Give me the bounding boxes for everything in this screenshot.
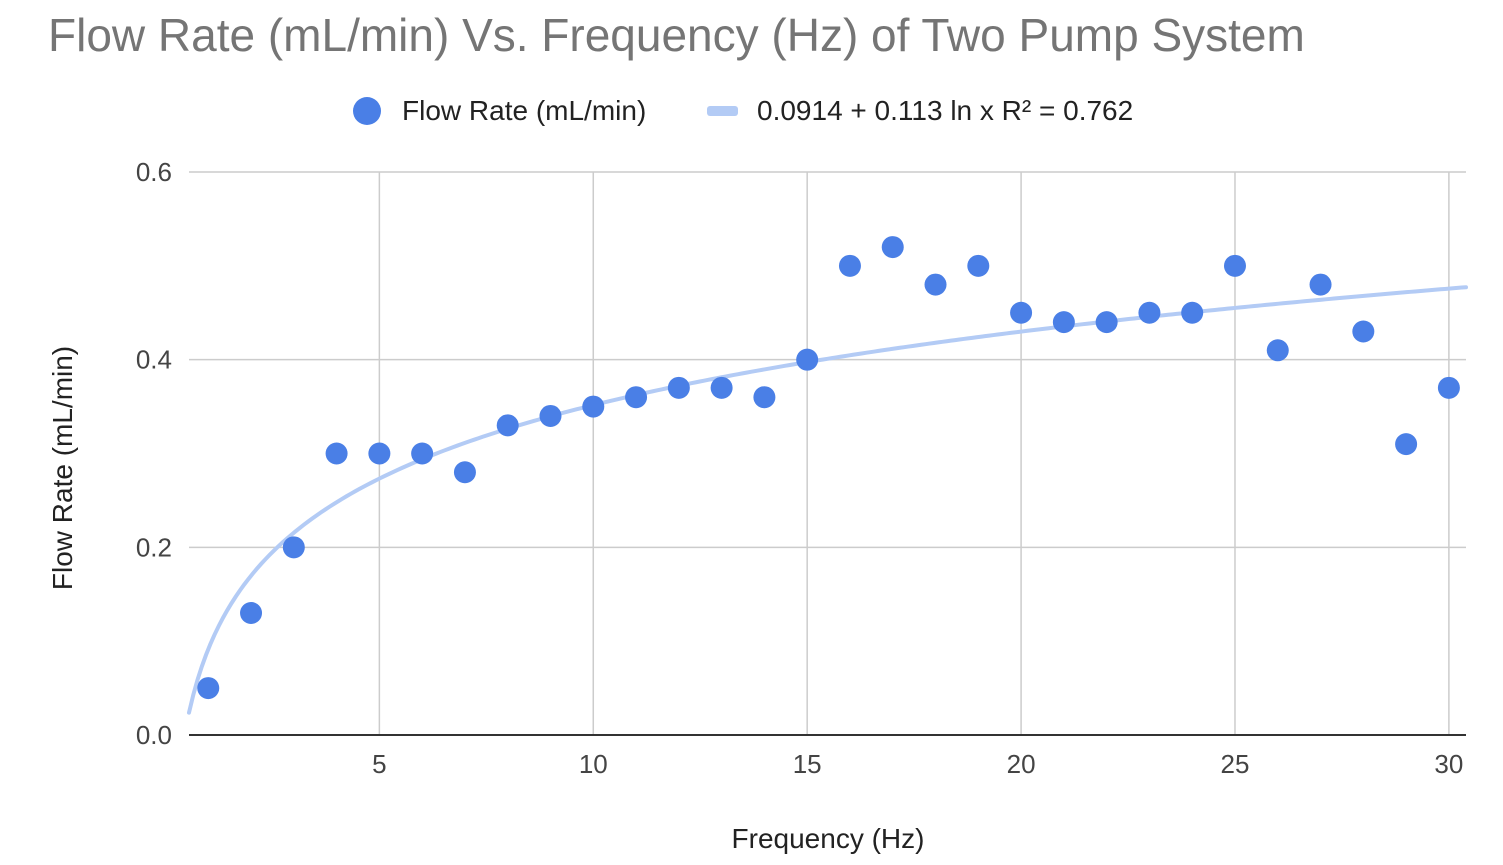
chart-title: Flow Rate (mL/min) Vs. Frequency (Hz) of…	[48, 9, 1305, 61]
trendline	[187, 285, 1468, 715]
tick-labels: 0.0 0.2 0.4 0.6 5 10 15 20 25 30	[136, 157, 1464, 779]
legend-label-trendline: 0.0914 + 0.113 ln x R² = 0.762	[757, 95, 1133, 126]
x-tick-label: 20	[1007, 749, 1036, 779]
x-axis-title: Frequency (Hz)	[732, 823, 925, 854]
legend: Flow Rate (mL/min) 0.0914 + 0.113 ln x R…	[353, 95, 1133, 126]
data-point	[197, 677, 220, 700]
data-point	[368, 442, 391, 465]
data-point	[881, 236, 904, 259]
x-tick-label: 15	[793, 749, 822, 779]
data-point	[1138, 301, 1161, 324]
data-point	[967, 254, 990, 277]
data-point	[1052, 311, 1075, 334]
x-tick-label: 5	[372, 749, 386, 779]
data-point	[753, 386, 776, 409]
data-point	[1223, 254, 1246, 277]
data-points	[197, 236, 1460, 700]
data-point	[1395, 433, 1418, 456]
data-point	[625, 386, 648, 409]
y-tick-label: 0.6	[136, 157, 172, 187]
data-point	[539, 404, 562, 427]
legend-marker-flow-rate	[353, 97, 381, 125]
y-axis-title: Flow Rate (mL/min)	[47, 346, 78, 590]
x-tick-label: 30	[1434, 749, 1463, 779]
trendline-layer	[187, 285, 1468, 715]
data-point	[667, 376, 690, 399]
data-point	[453, 461, 476, 484]
data-point	[710, 376, 733, 399]
data-point	[240, 602, 263, 625]
data-point	[1437, 376, 1460, 399]
y-tick-label: 0.4	[136, 345, 172, 375]
data-point	[582, 395, 605, 418]
data-point	[282, 536, 305, 559]
data-point	[1181, 301, 1204, 324]
data-point	[1095, 311, 1118, 334]
data-point	[924, 273, 947, 296]
data-point	[1266, 339, 1289, 362]
data-point	[1352, 320, 1375, 343]
y-tick-label: 0.2	[136, 532, 172, 562]
legend-label-flow-rate: Flow Rate (mL/min)	[402, 95, 646, 126]
x-tick-label: 25	[1221, 749, 1250, 779]
data-point	[325, 442, 348, 465]
legend-marker-trendline	[707, 106, 738, 116]
data-point	[411, 442, 434, 465]
data-point	[838, 254, 861, 277]
x-tick-label: 10	[579, 749, 608, 779]
data-point	[1309, 273, 1332, 296]
data-point	[796, 348, 819, 371]
y-tick-label: 0.0	[136, 720, 172, 750]
data-point	[1010, 301, 1033, 324]
data-point	[496, 414, 519, 437]
